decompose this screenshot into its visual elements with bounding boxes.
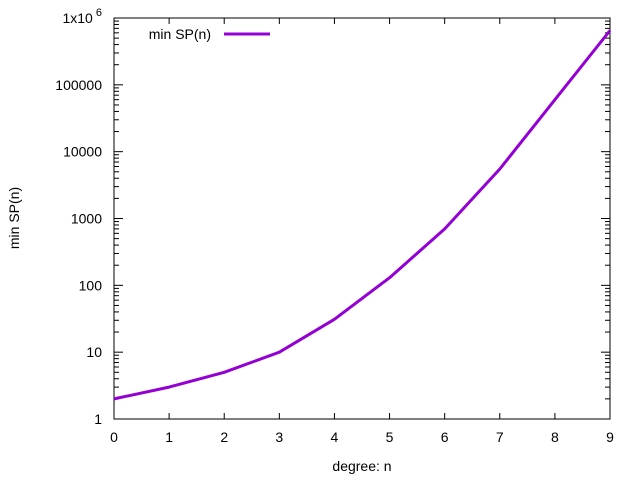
x-tick-label: 3 bbox=[275, 429, 283, 445]
y-axis-title: min SP(n) bbox=[6, 187, 22, 249]
y-axis-ticks: 1 10 100 1000 10000 100000 1x10 6 bbox=[55, 7, 610, 427]
x-tick-label: 1 bbox=[165, 429, 173, 445]
y-tick-label: 1000 bbox=[71, 211, 102, 227]
x-tick-label: 2 bbox=[220, 429, 228, 445]
series-line bbox=[113, 29, 612, 401]
x-tick-label: 5 bbox=[386, 429, 394, 445]
x-tick-label: 0 bbox=[110, 429, 118, 445]
y-tick-label: 100 bbox=[79, 277, 103, 293]
x-tick-label: 8 bbox=[551, 429, 559, 445]
y-tick-label: 10 bbox=[86, 344, 102, 360]
x-tick-label: 9 bbox=[606, 429, 614, 445]
plot-border bbox=[113, 17, 611, 420]
series-layer bbox=[113, 29, 612, 401]
x-tick-label: 4 bbox=[331, 429, 339, 445]
legend-label: min SP(n) bbox=[149, 26, 211, 42]
x-tick-label: 7 bbox=[496, 429, 504, 445]
y-tick-exponent: 6 bbox=[93, 7, 102, 19]
x-axis-title: degree: n bbox=[332, 458, 391, 474]
y-tick-label: 1 bbox=[94, 411, 102, 427]
y-tick-label: 100000 bbox=[55, 77, 102, 93]
x-tick-label: 6 bbox=[441, 429, 449, 445]
y-tick-label: 1x10 6 bbox=[62, 7, 102, 26]
legend: min SP(n) bbox=[149, 26, 270, 42]
x-axis-ticks: 0 1 2 3 4 5 6 7 8 9 bbox=[110, 18, 614, 445]
y-tick-label: 10000 bbox=[63, 144, 102, 160]
